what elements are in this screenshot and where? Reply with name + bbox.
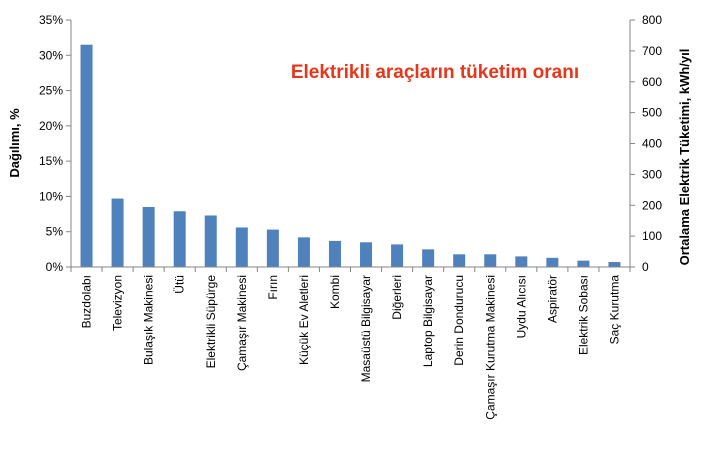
- bar: [360, 242, 373, 267]
- category-label: Bulaşık Makinesi: [142, 275, 156, 365]
- bar: [235, 227, 248, 267]
- right-tick-label: 800: [642, 13, 662, 27]
- bar: [546, 257, 559, 267]
- category-label: Küçük Ev Aletleri: [297, 275, 311, 365]
- bar: [391, 244, 404, 267]
- right-tick-label: 600: [642, 75, 662, 89]
- category-label: Çamaşır Kurutma Makinesi: [483, 275, 497, 420]
- right-tick-label: 300: [642, 167, 662, 181]
- right-axis-title: Ortalama Elektrik Tüketimi, kWh/yıl: [677, 49, 692, 266]
- category-label: Uydu Alıcısı: [514, 275, 528, 338]
- left-axis-title: Dağılımı, %: [7, 108, 22, 178]
- left-tick-label: 5%: [46, 225, 64, 239]
- bar: [515, 256, 528, 267]
- bar: [111, 198, 124, 267]
- left-tick-label: 15%: [39, 154, 63, 168]
- bar: [484, 254, 497, 267]
- category-label: Televizyon: [111, 275, 125, 331]
- left-tick-label: 30%: [39, 48, 63, 62]
- bars: [80, 44, 621, 268]
- category-label: Kombi: [328, 275, 342, 309]
- category-label: Ütü: [173, 275, 187, 294]
- right-tick-label: 200: [642, 198, 662, 212]
- bar: [204, 215, 217, 267]
- category-label: Elektrik Sobası: [576, 275, 590, 355]
- category-label: Fırın: [266, 275, 280, 300]
- category-label: Masaüstü Bilgisayar: [359, 275, 373, 382]
- right-tick-label: 700: [642, 44, 662, 58]
- right-tick-label: 100: [642, 229, 662, 243]
- bar: [422, 249, 435, 267]
- category-label: Diğerleri: [390, 275, 404, 320]
- left-tick-label: 10%: [39, 189, 63, 203]
- bar: [142, 207, 155, 267]
- category-label: Çamaşır Makinesi: [235, 275, 249, 371]
- bar: [80, 44, 93, 268]
- bar: [297, 237, 310, 267]
- left-tick-label: 25%: [39, 84, 63, 98]
- left-axis-ticks: 0% 5% 10% 15% 20% 25% 30% 35%: [39, 13, 71, 274]
- left-tick-label: 20%: [39, 119, 63, 133]
- category-label: Aspiratör: [545, 275, 559, 323]
- category-labels: Buzdolabı Televizyon Bulaşık Makinesi Ütü El…: [70, 267, 631, 420]
- category-label: Derin Dondurucu: [452, 275, 466, 366]
- chart-title: Elektrikli araçların tüketim oranı: [291, 62, 579, 83]
- bar: [608, 262, 621, 267]
- right-tick-label: 400: [642, 137, 662, 151]
- category-label: Laptop Bilgisayar: [421, 275, 435, 367]
- category-label: Elektrikli Süpürge: [204, 275, 218, 369]
- bar: [328, 240, 341, 267]
- category-label: Saç Kurutma: [607, 275, 621, 345]
- bar: [453, 254, 466, 267]
- left-tick-label: 35%: [39, 13, 63, 27]
- right-tick-label: 0: [642, 260, 649, 274]
- bar: [173, 211, 186, 267]
- right-tick-label: 500: [642, 106, 662, 120]
- bar: [266, 229, 279, 267]
- left-tick-label: 0%: [46, 260, 64, 274]
- bar: [577, 260, 590, 267]
- category-label: Buzdolabı: [80, 275, 94, 328]
- right-axis-ticks: 0 100 200 300 400 500 600 700 800: [630, 13, 662, 274]
